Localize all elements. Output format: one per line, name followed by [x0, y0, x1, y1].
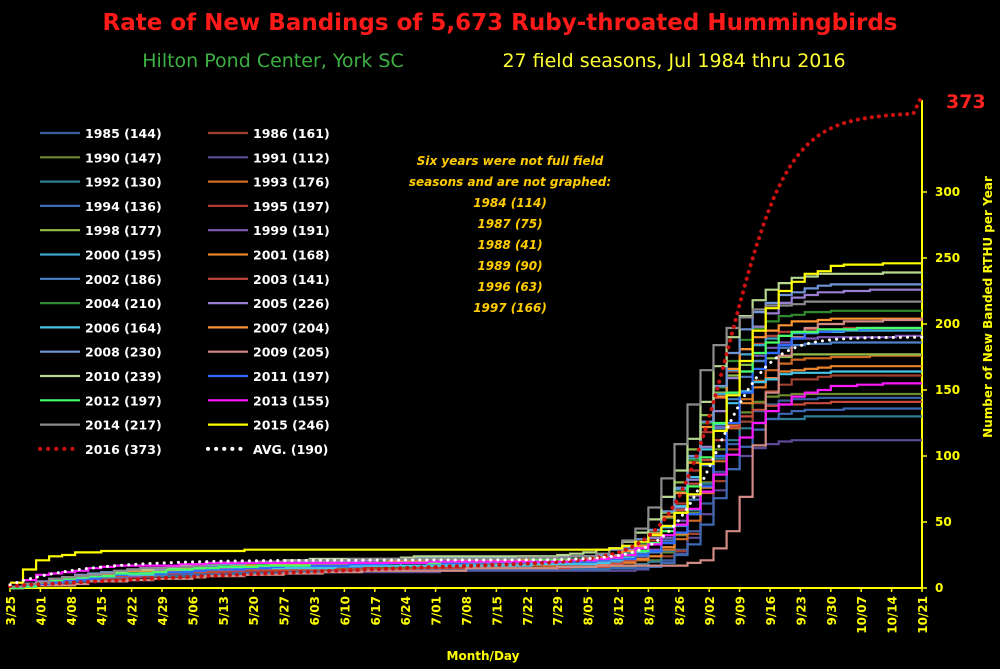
y-tick-label: 200	[935, 317, 960, 331]
legend-label: 1993 (176)	[253, 175, 330, 190]
note-line: 1984 (114)	[473, 196, 547, 210]
legend-label: 1990 (147)	[85, 150, 162, 165]
x-tick-label: 5/13	[217, 596, 231, 625]
x-tick-label: 10/14	[886, 596, 900, 634]
chart-subtitle-location: Hilton Pond Center, York SC	[142, 50, 403, 72]
legend-label: 2013 (155)	[253, 393, 330, 408]
legend-label: 2008 (230)	[85, 345, 162, 360]
x-tick-label: 5/27	[278, 596, 292, 625]
series-line	[8, 335, 924, 587]
legend-label: 1985 (144)	[85, 126, 162, 141]
y-tick-label: 50	[935, 515, 952, 529]
legend-label: 1992 (130)	[85, 175, 162, 190]
legend-label: 2009 (205)	[253, 345, 330, 360]
legend-label: 2004 (210)	[85, 296, 162, 311]
legend-label: 1986 (161)	[253, 126, 330, 141]
legend-label: 2014 (217)	[85, 418, 162, 433]
note-line: 1997 (166)	[473, 301, 547, 315]
y-tick-label: 150	[935, 383, 960, 397]
plot-area: 3/25 4/01 4/08 4/15 4/22 4/29 5/06 5/13 5/20 5/27…	[4, 93, 960, 634]
legend-label: 2001 (168)	[253, 248, 330, 263]
x-tick-label: 9/23	[794, 596, 808, 625]
note-line: 1987 (75)	[477, 217, 542, 231]
x-tick-label: 9/02	[703, 596, 717, 625]
legend-label: 1999 (191)	[253, 223, 330, 238]
series-line	[10, 370, 922, 588]
legend-label: 1995 (197)	[253, 199, 330, 214]
x-tick-label: 6/10	[338, 596, 352, 625]
x-tick-label: 6/03	[308, 596, 322, 625]
chart-subtitle-seasons: 27 field seasons, Jul 1984 thru 2016	[502, 50, 845, 72]
x-tick-label: 7/15	[490, 596, 504, 625]
max-value-annotation: 373	[946, 91, 986, 113]
x-tick-label: 4/15	[95, 596, 109, 625]
x-axis-label: Month/Day	[447, 649, 520, 663]
y-tick-label: 250	[935, 251, 960, 265]
legend-label: 1991 (112)	[253, 150, 330, 165]
x-tick-label: 8/05	[582, 596, 596, 625]
series-line	[10, 262, 922, 584]
x-tick-label: 9/16	[764, 596, 778, 625]
note-line: 1988 (41)	[477, 238, 542, 252]
legend-label: 2006 (164)	[85, 320, 162, 335]
legend-label: 2012 (197)	[85, 393, 162, 408]
legend-label: 2007 (204)	[253, 320, 330, 335]
series-line	[10, 300, 922, 588]
x-tick-label: 5/20	[247, 596, 261, 625]
x-tick-label: 7/22	[521, 596, 535, 625]
note-line: Six years were not full field	[417, 154, 604, 168]
y-axis-label: Number of New Banded RTHU per Year	[981, 176, 995, 438]
x-tick-label: 8/26	[673, 596, 687, 625]
y-tick-label: 100	[935, 449, 960, 463]
legend-label: 2016 (373)	[85, 442, 162, 457]
legend-label: 2000 (195)	[85, 248, 162, 263]
x-tick-label: 8/12	[612, 596, 626, 625]
series-line	[10, 326, 922, 588]
x-tick-label: 4/01	[34, 596, 48, 625]
x-tick-label: 4/22	[126, 596, 140, 625]
x-tick-label: 6/17	[369, 596, 383, 625]
x-tick-label: 10/07	[855, 596, 869, 634]
y-tick-label: 300	[935, 185, 960, 199]
chart-title: Rate of New Bandings of 5,673 Ruby-throa…	[103, 10, 898, 36]
legend-label: 2015 (246)	[253, 418, 330, 433]
series-line	[10, 354, 922, 590]
note-line: 1996 (63)	[477, 280, 542, 294]
x-tick-label: 4/29	[156, 596, 170, 625]
x-tick-label: 7/08	[460, 596, 474, 625]
note-line: seasons and are not graphed:	[409, 175, 611, 189]
legend-label: 2010 (239)	[85, 369, 162, 384]
legend-label: 1994 (136)	[85, 199, 162, 214]
x-tick-label: 10/21	[916, 596, 930, 634]
x-tick-label: 7/29	[551, 596, 565, 625]
x-tick-label: 9/09	[734, 596, 748, 625]
legend-label: AVG. (190)	[253, 442, 328, 457]
legend-label: 2011 (197)	[253, 369, 330, 384]
x-tick-label: 5/06	[186, 596, 200, 625]
excluded-years-note: Six years were not full field seasons and…	[409, 154, 611, 315]
x-tick-label: 8/19	[642, 596, 656, 625]
legend: 1985 (144) 1986 (161) 1990 (147) 1991 (112)…	[38, 126, 330, 457]
y-tick-label: 0	[935, 581, 943, 595]
legend-label: 2003 (141)	[253, 272, 330, 287]
x-tick-label: 6/24	[399, 596, 413, 625]
legend-label: 2002 (186)	[85, 272, 162, 287]
x-tick-label: 4/08	[65, 596, 79, 625]
series-line	[8, 93, 924, 588]
legend-label: 2005 (226)	[253, 296, 330, 311]
x-tick-label: 9/30	[825, 596, 839, 625]
note-line: 1989 (90)	[477, 259, 542, 273]
x-tick-label: 7/01	[430, 596, 444, 625]
x-tick-label: 3/25	[4, 596, 18, 625]
legend-label: 1998 (177)	[85, 223, 162, 238]
